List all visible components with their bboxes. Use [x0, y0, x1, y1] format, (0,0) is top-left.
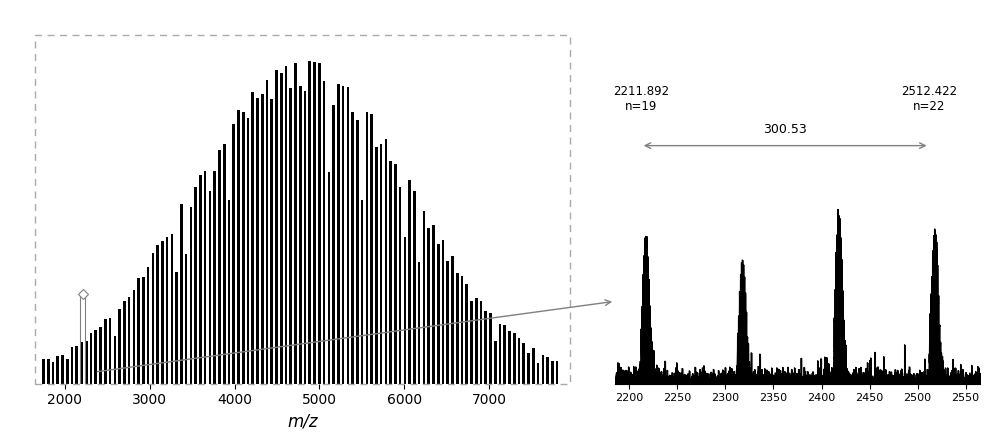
Text: 2512.422
n=22: 2512.422 n=22	[901, 85, 958, 112]
X-axis label: m/z: m/z	[287, 413, 318, 431]
Text: 2211.892
n=19: 2211.892 n=19	[613, 85, 669, 112]
Text: 300.53: 300.53	[763, 123, 807, 136]
